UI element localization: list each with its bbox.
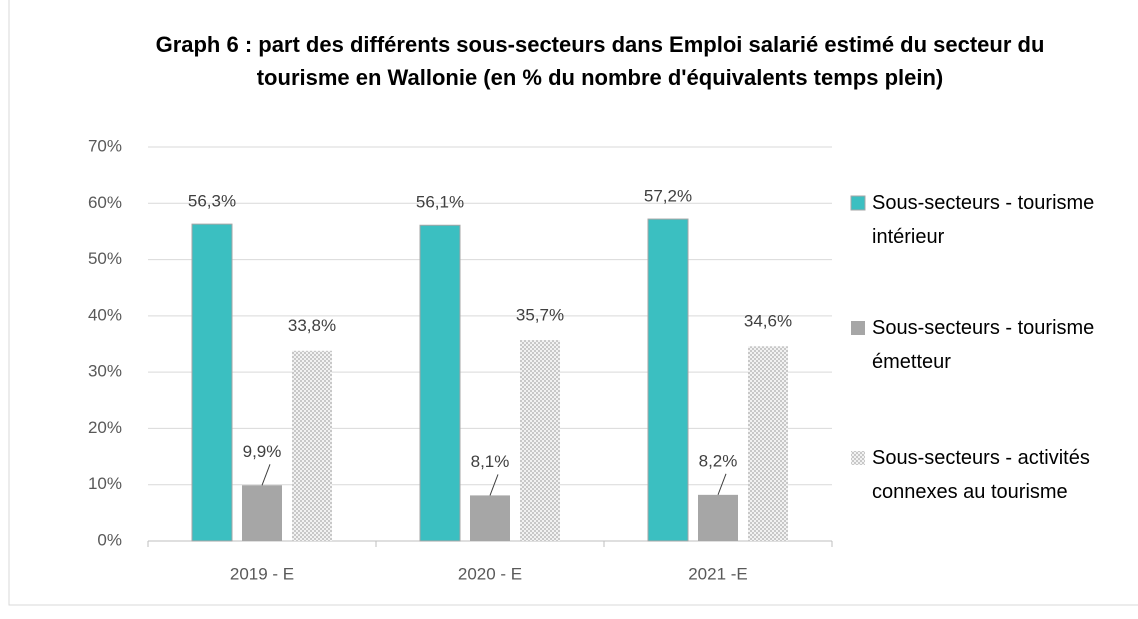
data-label: 57,2% <box>644 187 692 206</box>
y-tick-label: 0% <box>97 530 122 549</box>
data-label: 8,1% <box>471 452 510 471</box>
bar <box>292 350 332 541</box>
bar <box>242 485 282 541</box>
y-tick-label: 50% <box>88 249 122 268</box>
bar <box>520 340 560 541</box>
legend-label: Sous-secteurs - tourisme émetteur <box>872 317 1095 373</box>
data-label: 9,9% <box>243 442 282 461</box>
bar <box>191 223 233 542</box>
bar <box>419 224 461 542</box>
y-tick-label: 40% <box>88 305 122 324</box>
data-label: 8,2% <box>699 451 738 470</box>
y-tick-label: 30% <box>88 362 122 381</box>
x-tick-label: 2019 - E <box>230 564 294 583</box>
bar <box>647 218 689 542</box>
x-tick-label: 2020 - E <box>458 564 522 583</box>
frame <box>8 0 1138 606</box>
legend-label: Sous-secteurs - tourisme intérieur <box>872 192 1095 248</box>
leader-line <box>489 474 499 496</box>
legend-swatch <box>851 321 865 335</box>
data-label: 34,6% <box>744 312 792 331</box>
bar <box>470 495 510 541</box>
data-label: 56,1% <box>416 193 464 212</box>
data-label: 35,7% <box>516 306 564 325</box>
leader-line <box>717 473 727 496</box>
y-tick-label: 10% <box>88 474 122 493</box>
bar <box>698 494 738 541</box>
legend-label: Sous-secteurs - activités connexes au to… <box>872 447 1090 503</box>
y-tick-label: 70% <box>88 136 122 155</box>
y-tick-label: 60% <box>88 193 122 212</box>
legend-swatch <box>851 451 865 465</box>
data-label: 56,3% <box>188 192 236 211</box>
x-tick-label: 2021 -E <box>688 564 748 583</box>
bar <box>748 346 788 541</box>
leader-line <box>261 464 271 486</box>
data-label: 33,8% <box>288 316 336 335</box>
legend-swatch <box>850 195 866 211</box>
chart-title: Graph 6 : part des différents sous-secte… <box>155 32 1045 90</box>
y-tick-label: 20% <box>88 418 122 437</box>
